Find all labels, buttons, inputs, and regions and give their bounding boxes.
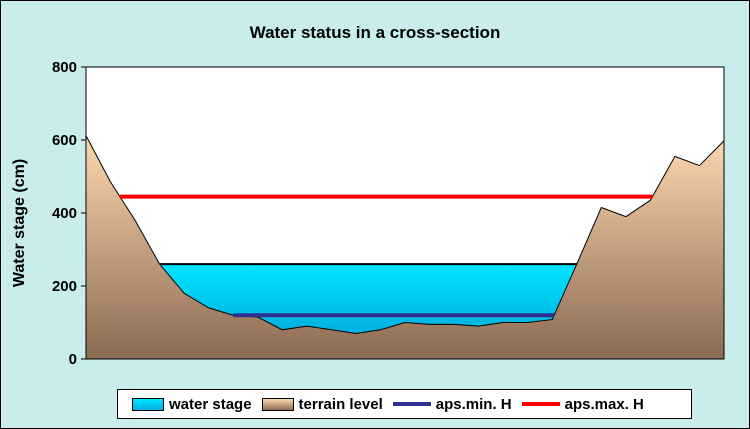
legend-swatch: [392, 402, 431, 406]
y-tick-label: 400: [52, 205, 77, 222]
chart-title: Water status in a cross-section: [249, 23, 501, 42]
legend-label: aps.min. H: [435, 395, 512, 413]
legend-swatch: [521, 402, 560, 406]
plot-border: [85, 66, 725, 360]
legend-item: aps.min. H: [392, 395, 512, 413]
legend-item: terrain level: [261, 395, 383, 413]
y-tick-label: 600: [52, 132, 77, 149]
legend-label: aps.max. H: [564, 395, 644, 413]
terrain-outline: [86, 135, 724, 334]
legend-label: water stage: [169, 395, 252, 413]
legend-swatch: [132, 397, 164, 411]
y-tick-label: 200: [52, 278, 77, 295]
y-tick-label: 0: [69, 351, 77, 368]
y-tick-label: 800: [52, 59, 77, 76]
terrain-area: [86, 135, 724, 359]
legend-label: terrain level: [298, 395, 383, 413]
legend-item: water stage: [132, 396, 252, 413]
legend: water stage terrain level aps.min. H aps.ma…: [117, 389, 692, 419]
legend-item: aps.max. H: [521, 395, 644, 413]
legend-swatch: [261, 397, 294, 411]
